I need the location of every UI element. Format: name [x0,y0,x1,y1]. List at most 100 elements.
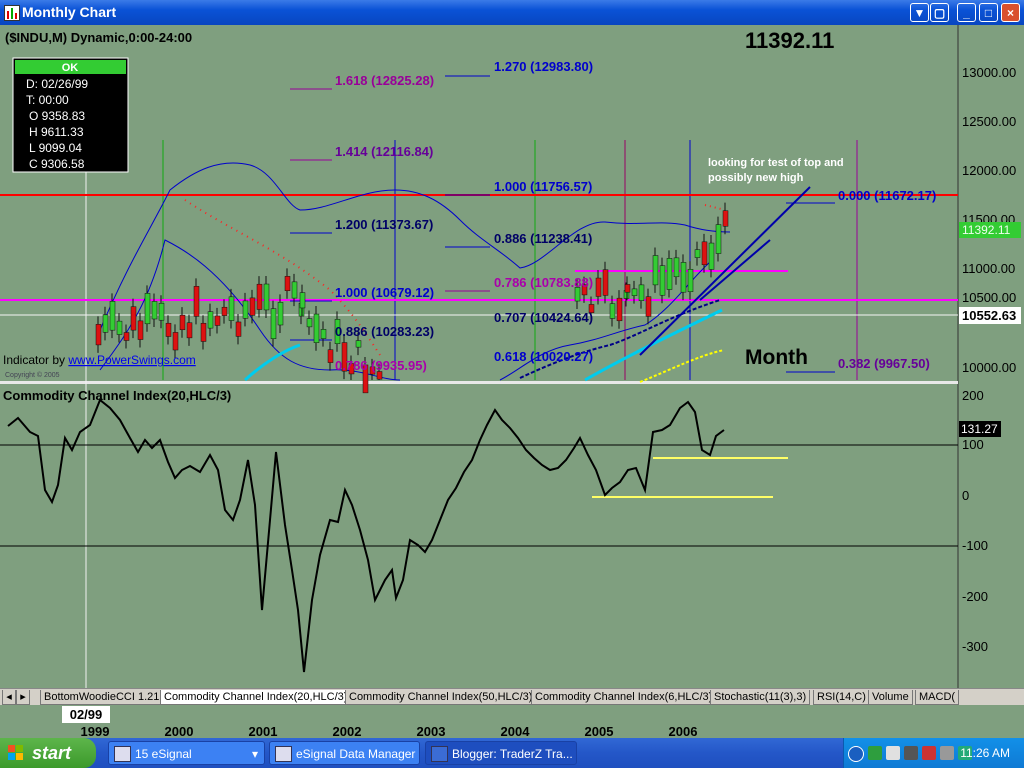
candle-body [376,371,383,380]
candle-body [348,363,355,375]
device-icon[interactable] [904,746,918,760]
candle-body [355,340,362,348]
fib-label: 1.000 (11756.57) [494,179,592,194]
candle-body [595,277,602,297]
title-bar: Monthly Chart ▼ ▢ _ □ × [0,0,1024,25]
candle-body [722,210,729,227]
chart-window[interactable]: ($INDU,M) Dynamic,0:00-24:00 11392.11 lo… [0,25,1024,688]
year-label: 2005 [585,724,614,738]
window-maximize-box-button[interactable]: ▢ [930,3,949,22]
taskbar-item-esignal[interactable]: 15 eSignal ▾ [108,741,265,765]
candle-body [645,296,652,317]
period-label: Month [745,346,808,369]
tab-volume[interactable]: Volume [868,690,913,705]
candle-body [624,284,631,293]
fib-label: 0.000 (11672.17) [838,188,936,203]
ohlc-close: C 9306.58 [29,157,85,171]
fib-label: 0.786 (9935.95) [335,358,427,373]
svg-text:13000.00: 13000.00 [962,65,1016,80]
tab-cci-6[interactable]: Commodity Channel Index(6,HLC/3) [531,690,717,705]
candle-body [137,320,144,340]
ok-button[interactable] [15,60,126,74]
system-tray: 11:26 AM [843,738,1024,768]
svg-text:12000.00: 12000.00 [962,163,1016,178]
candle-body [659,265,666,296]
ohlc-time: T: 00:00 [26,93,69,107]
candle-body [193,286,200,317]
year-label: 2003 [417,724,446,738]
tab-cci-50[interactable]: Commodity Channel Index(50,HLC/3) [345,690,537,705]
svg-text:10500.00: 10500.00 [962,290,1016,305]
windows-flag-icon [8,745,24,761]
clock: 11:26 AM [960,746,1010,760]
taskbar-item-data-manager[interactable]: eSignal Data Manager [269,741,420,765]
tab-bottomwoodiecci[interactable]: BottomWoodieCCI 1.21 [40,690,164,705]
svg-text:11392.11: 11392.11 [962,223,1011,237]
candle-body [214,315,221,326]
candle-body [123,332,130,341]
maximize-button[interactable]: □ [979,3,998,22]
candle-body [270,308,277,340]
minimize-button[interactable]: _ [957,3,976,22]
tab-cci-20[interactable]: Commodity Channel Index(20,HLC/3) [160,690,352,705]
tab-scroll-right[interactable]: ▸ [16,690,30,705]
taskbar: start 15 eSignal ▾ eSignal Data Manager … [0,738,1024,768]
cci-panel[interactable]: Commodity Channel Index(20,HLC/3) 131.27… [0,388,1001,673]
year-label: 2000 [165,724,194,738]
chart-app-icon [4,5,20,21]
taskbar-item-blogger[interactable]: Blogger: TraderZ Tra... [425,741,577,765]
svg-text:200: 200 [962,388,984,403]
volume-icon[interactable] [940,746,954,760]
year-label: 2006 [669,724,698,738]
cci-axis: 200 100 0 -100 -200 -300 [962,388,988,654]
candle-body [701,241,708,266]
moving-average-yellow [639,349,725,383]
year-label: 2001 [249,724,278,738]
sync-icon[interactable] [958,746,972,760]
tab-rsi[interactable]: RSI(14,C) [813,690,870,705]
tray-expand-icon[interactable] [848,746,864,762]
tab-stochastic[interactable]: Stochastic(11(3),3) [710,690,811,705]
candle-body [200,322,207,342]
svg-text:OK: OK [62,62,79,74]
candle-body [284,276,291,291]
candle-body [235,321,242,337]
tab-macd[interactable]: MACD( [915,690,960,705]
group-arrow-icon: ▾ [251,747,258,761]
monitor-icon[interactable] [886,746,900,760]
candle-body [362,364,369,394]
fib-label: 1.000 (10679.12) [335,285,434,300]
tab-scroll-left[interactable]: ◂ [2,690,16,705]
svg-text:10552.63: 10552.63 [962,308,1016,323]
candle-body [369,366,376,375]
moving-average-cyan [584,308,723,382]
annotation-line-1: looking for test of top and [708,157,844,169]
network-icon[interactable] [868,746,882,760]
candle-body [242,300,249,319]
candle-body [306,318,313,328]
price-axis[interactable]: 13000.00 12500.00 12000.00 11500.00 1100… [962,65,1016,375]
candle-body [207,311,214,329]
year-label: 1999 [81,724,110,738]
close-button[interactable]: × [1001,3,1020,22]
candle-body [715,224,722,254]
candle-body [602,269,609,296]
fib-label: 0.786 (10783.88) [494,275,593,290]
window-icon-button[interactable]: ▼ [910,3,929,22]
time-axis[interactable]: 02/99 1999 2000 2001 2002 2003 2004 2005 2006 [0,705,1024,738]
candle-body [102,314,109,333]
start-button[interactable]: start [0,738,96,768]
current-price: 11392.11 [745,28,834,53]
ohlc-data-window: OK D: 02/26/99 T: 00:00 O 9358.83 H 9611… [12,57,129,173]
candle-body [221,306,228,316]
fib-label: 1.618 (12825.28) [335,73,434,88]
security-icon[interactable] [922,746,936,760]
candle-body [313,313,320,343]
candle-body [652,255,659,286]
browser-icon [431,746,448,762]
candle-body [172,332,179,351]
upper-band [99,162,731,331]
candle-body [631,288,638,296]
svg-text:-100: -100 [962,538,988,553]
svg-text:10000.00: 10000.00 [962,360,1016,375]
